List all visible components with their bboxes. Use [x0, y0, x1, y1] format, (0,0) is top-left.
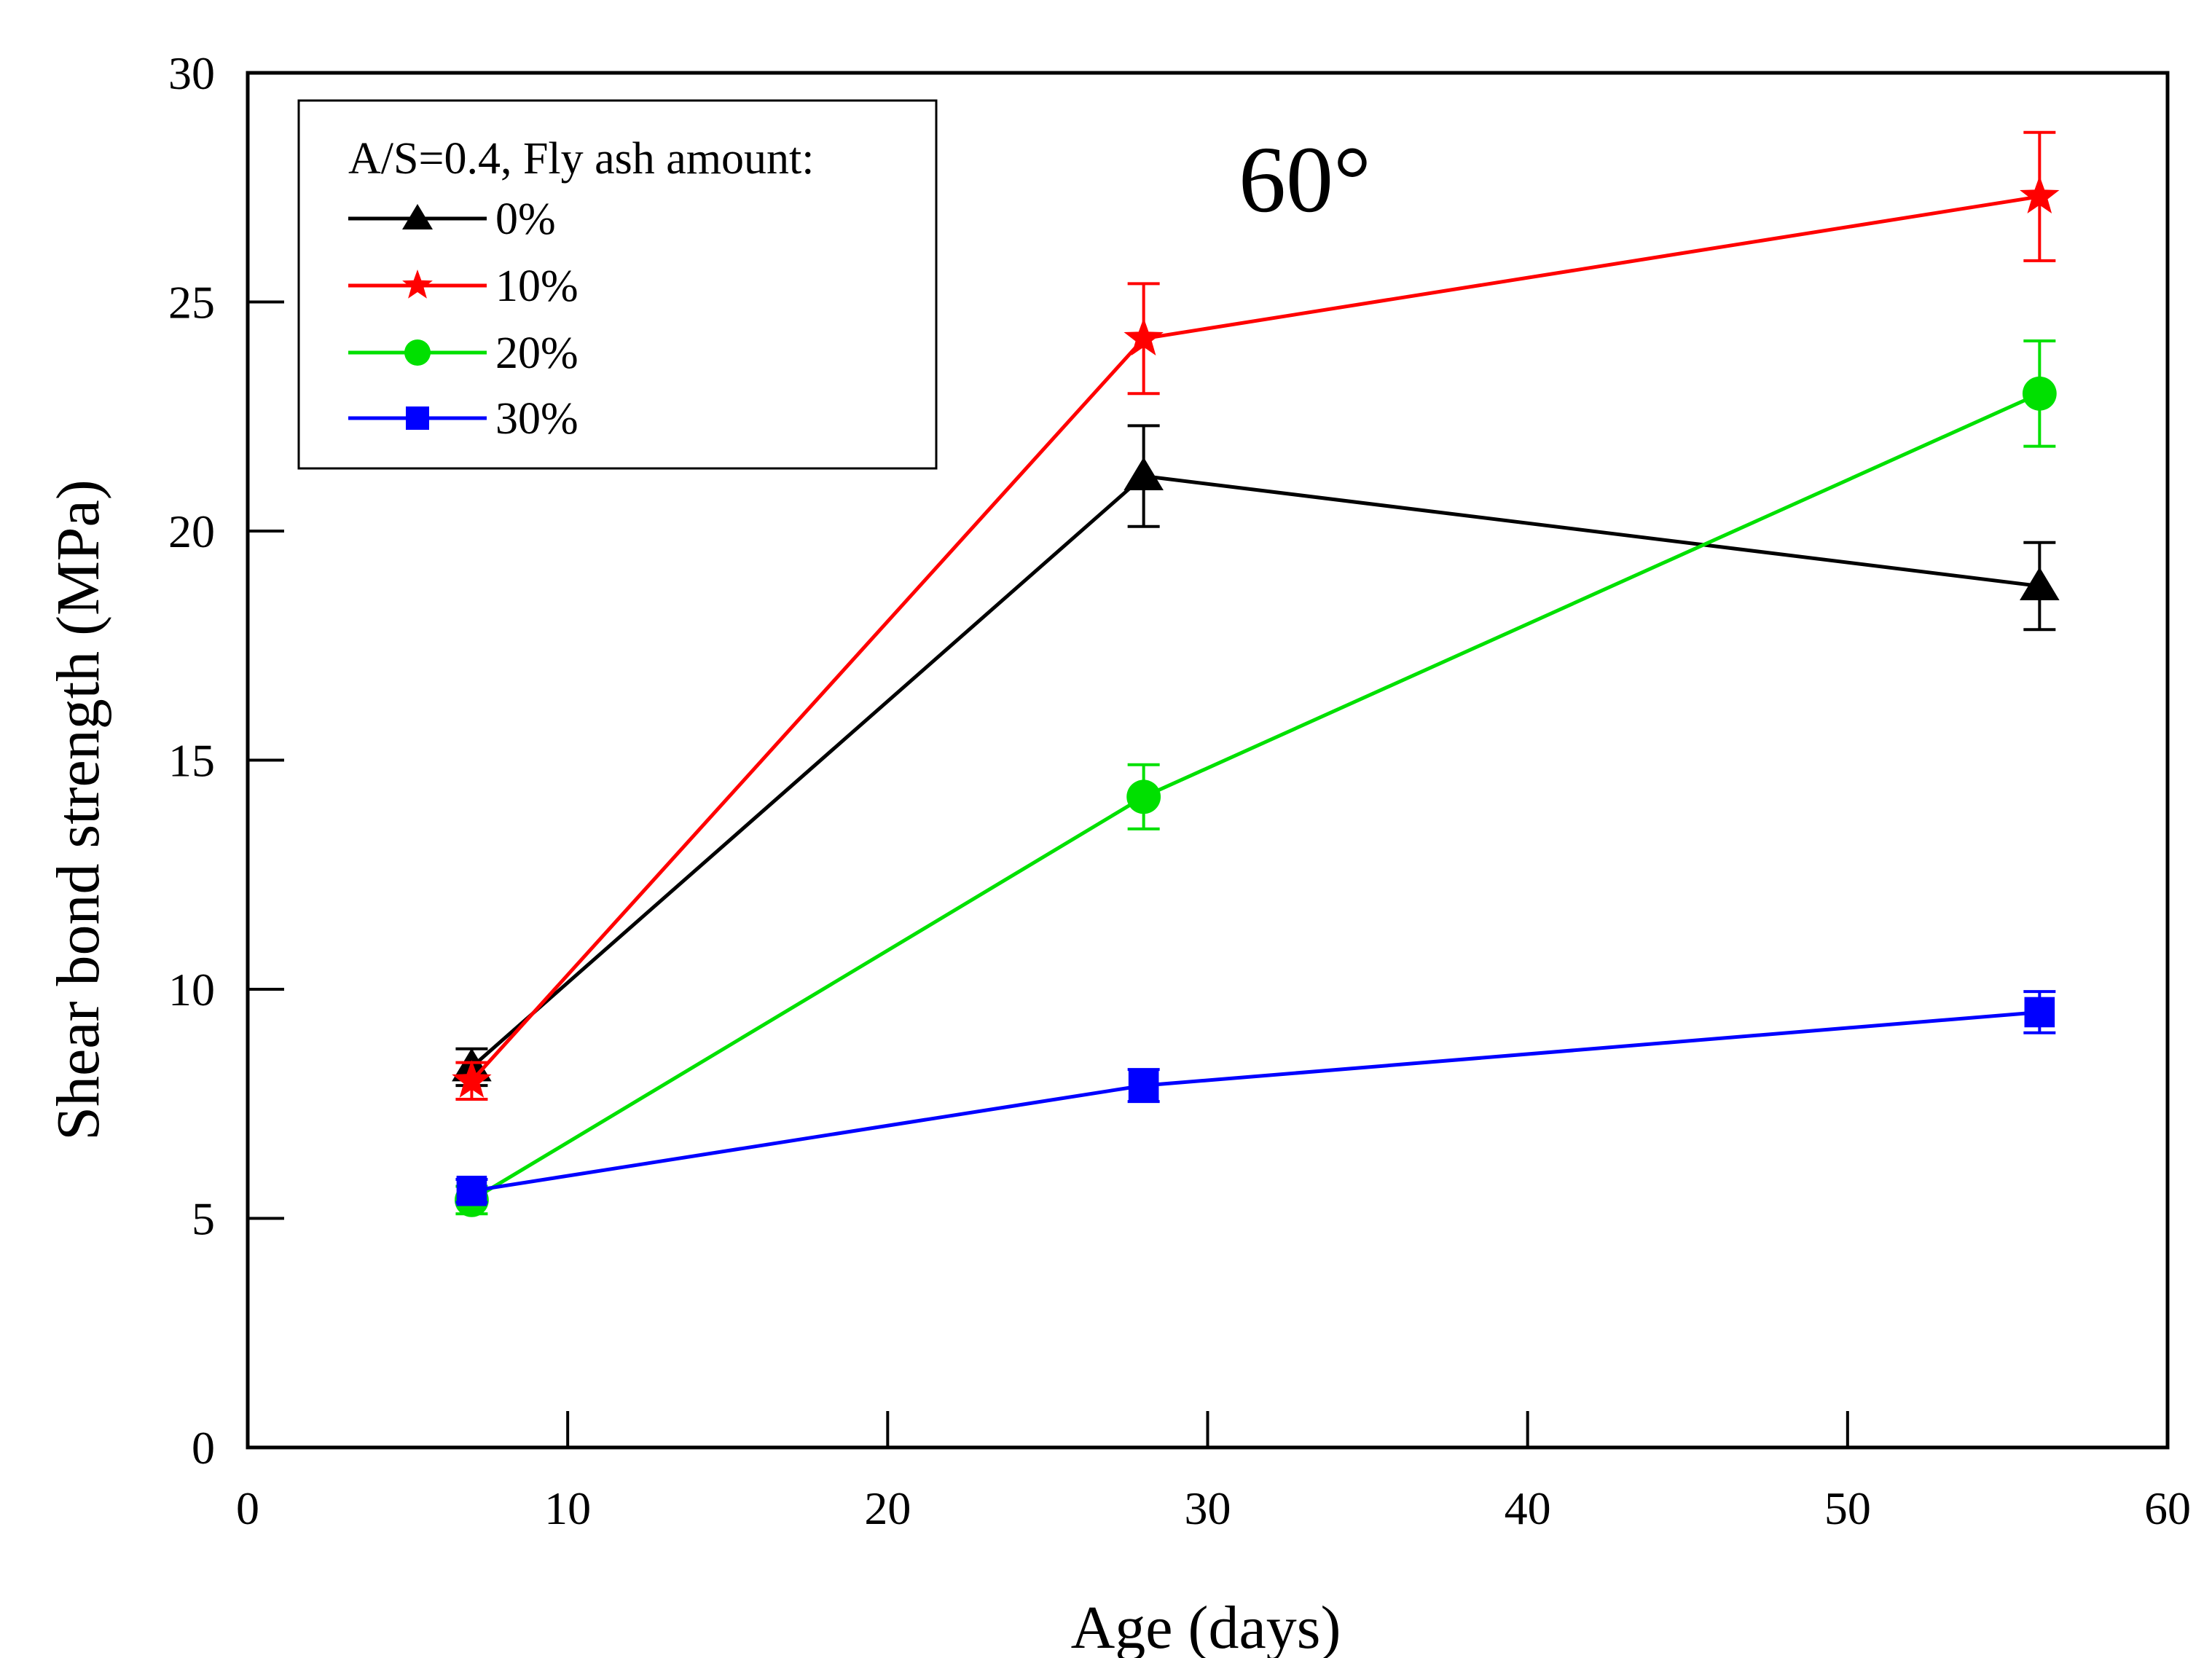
x-tick-label: 40 — [1505, 1482, 1551, 1534]
y-tick-label: 15 — [168, 735, 215, 787]
axes-layer: 0 10 20 30 40 50 60 0 5 10 15 20 25 30 — [168, 47, 2191, 1534]
x-tick-label: 30 — [1185, 1482, 1231, 1534]
y-tick-label: 0 — [192, 1422, 215, 1474]
data-point-star — [2020, 176, 2060, 213]
legend-item: 0% — [348, 195, 556, 244]
legend-item: 20% — [348, 329, 579, 378]
x-tick-label: 50 — [1824, 1482, 1871, 1534]
x-axis-title: Age (days) — [1071, 1594, 1341, 1658]
data-point-square — [456, 1175, 487, 1206]
legend: A/S=0.4, Fly ash amount: 0% 10% 20% 30% — [297, 99, 938, 470]
legend-label: 10% — [495, 262, 579, 311]
legend-items: 0% 10% 20% 30% — [348, 195, 579, 444]
data-point-triangle — [2020, 567, 2060, 600]
legend-item: 30% — [348, 394, 579, 444]
legend-item: 10% — [348, 262, 579, 311]
legend-marker-circle — [404, 339, 431, 366]
y-tick-label: 5 — [192, 1193, 215, 1245]
x-tick-label: 20 — [864, 1482, 911, 1534]
x-tick-label: 60 — [2144, 1482, 2191, 1534]
series-layer — [452, 130, 2060, 1217]
series-3 — [455, 990, 2056, 1206]
data-point-circle — [1126, 779, 1161, 814]
plot-frame — [246, 71, 2170, 1450]
data-point-star — [1123, 318, 1164, 355]
series-1 — [452, 130, 2060, 1101]
y-tick-label: 25 — [168, 277, 215, 329]
legend-marker-triangle — [402, 204, 433, 229]
legend-label: 30% — [495, 394, 579, 444]
y-tick-label: 30 — [168, 47, 215, 99]
legend-title: A/S=0.4, Fly ash amount: — [348, 134, 815, 184]
data-point-circle — [2022, 376, 2057, 411]
data-point-square — [2024, 997, 2055, 1028]
data-point-star — [452, 1060, 492, 1098]
data-point-square — [1128, 1070, 1159, 1101]
y-axis-title: Shear bond strength (MPa) — [44, 479, 112, 1141]
annotation-angle: 60° — [1239, 127, 1371, 232]
series-0 — [452, 424, 2060, 1088]
legend-label: 0% — [495, 195, 556, 244]
legend-marker-star — [402, 270, 433, 299]
legend-marker-square — [406, 406, 429, 430]
data-point-triangle — [1123, 457, 1164, 491]
x-tick-label: 10 — [544, 1482, 591, 1534]
x-tick-label: 0 — [236, 1482, 259, 1534]
y-tick-label: 10 — [168, 964, 215, 1015]
series-2 — [455, 339, 2057, 1217]
y-tick-label: 20 — [168, 506, 215, 557]
legend-label: 20% — [495, 329, 579, 378]
